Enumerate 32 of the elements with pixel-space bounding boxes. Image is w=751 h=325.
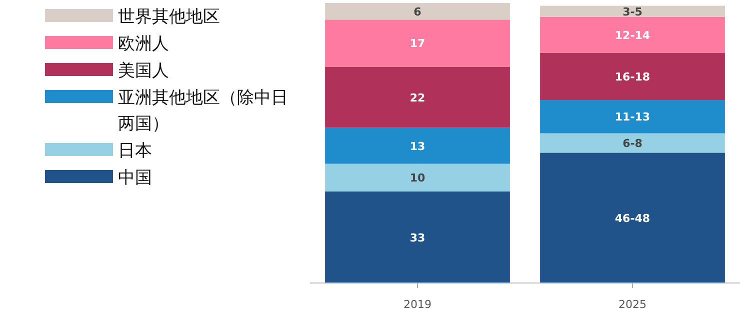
data-label: 3-5 <box>622 5 642 18</box>
data-label: 12-14 <box>614 28 650 42</box>
bar <box>325 66 510 128</box>
bar <box>540 133 725 153</box>
data-label: 16-18 <box>614 70 650 84</box>
bar <box>325 164 510 192</box>
data-label: 22 <box>410 91 426 104</box>
bar <box>325 3 510 20</box>
bar <box>540 100 725 134</box>
x-tick-label: 2019 <box>404 298 432 311</box>
bar <box>540 52 725 100</box>
data-label: 11-13 <box>614 110 650 124</box>
bar <box>325 192 510 283</box>
bar <box>540 152 725 283</box>
bar <box>325 128 510 164</box>
data-label: 10 <box>410 172 426 185</box>
data-label: 46-48 <box>614 212 650 225</box>
legend-label: 中国 <box>118 168 152 188</box>
legend-label: 美国人 <box>118 61 169 81</box>
bar <box>325 20 510 67</box>
data-label: 13 <box>410 140 426 153</box>
bar <box>540 16 725 53</box>
x-tick-label: 2025 <box>618 298 646 311</box>
data-label: 6 <box>414 5 422 18</box>
bar <box>540 6 725 17</box>
data-label: 17 <box>410 37 426 50</box>
legend-label: 欧洲人 <box>118 34 169 54</box>
legend-label: 亚洲其他地区（除中日两国） <box>118 88 288 134</box>
legend-label: 日本 <box>118 141 152 161</box>
data-label: 6-8 <box>622 137 642 150</box>
legend-label: 世界其他地区 <box>118 7 220 27</box>
data-label: 33 <box>410 231 426 244</box>
